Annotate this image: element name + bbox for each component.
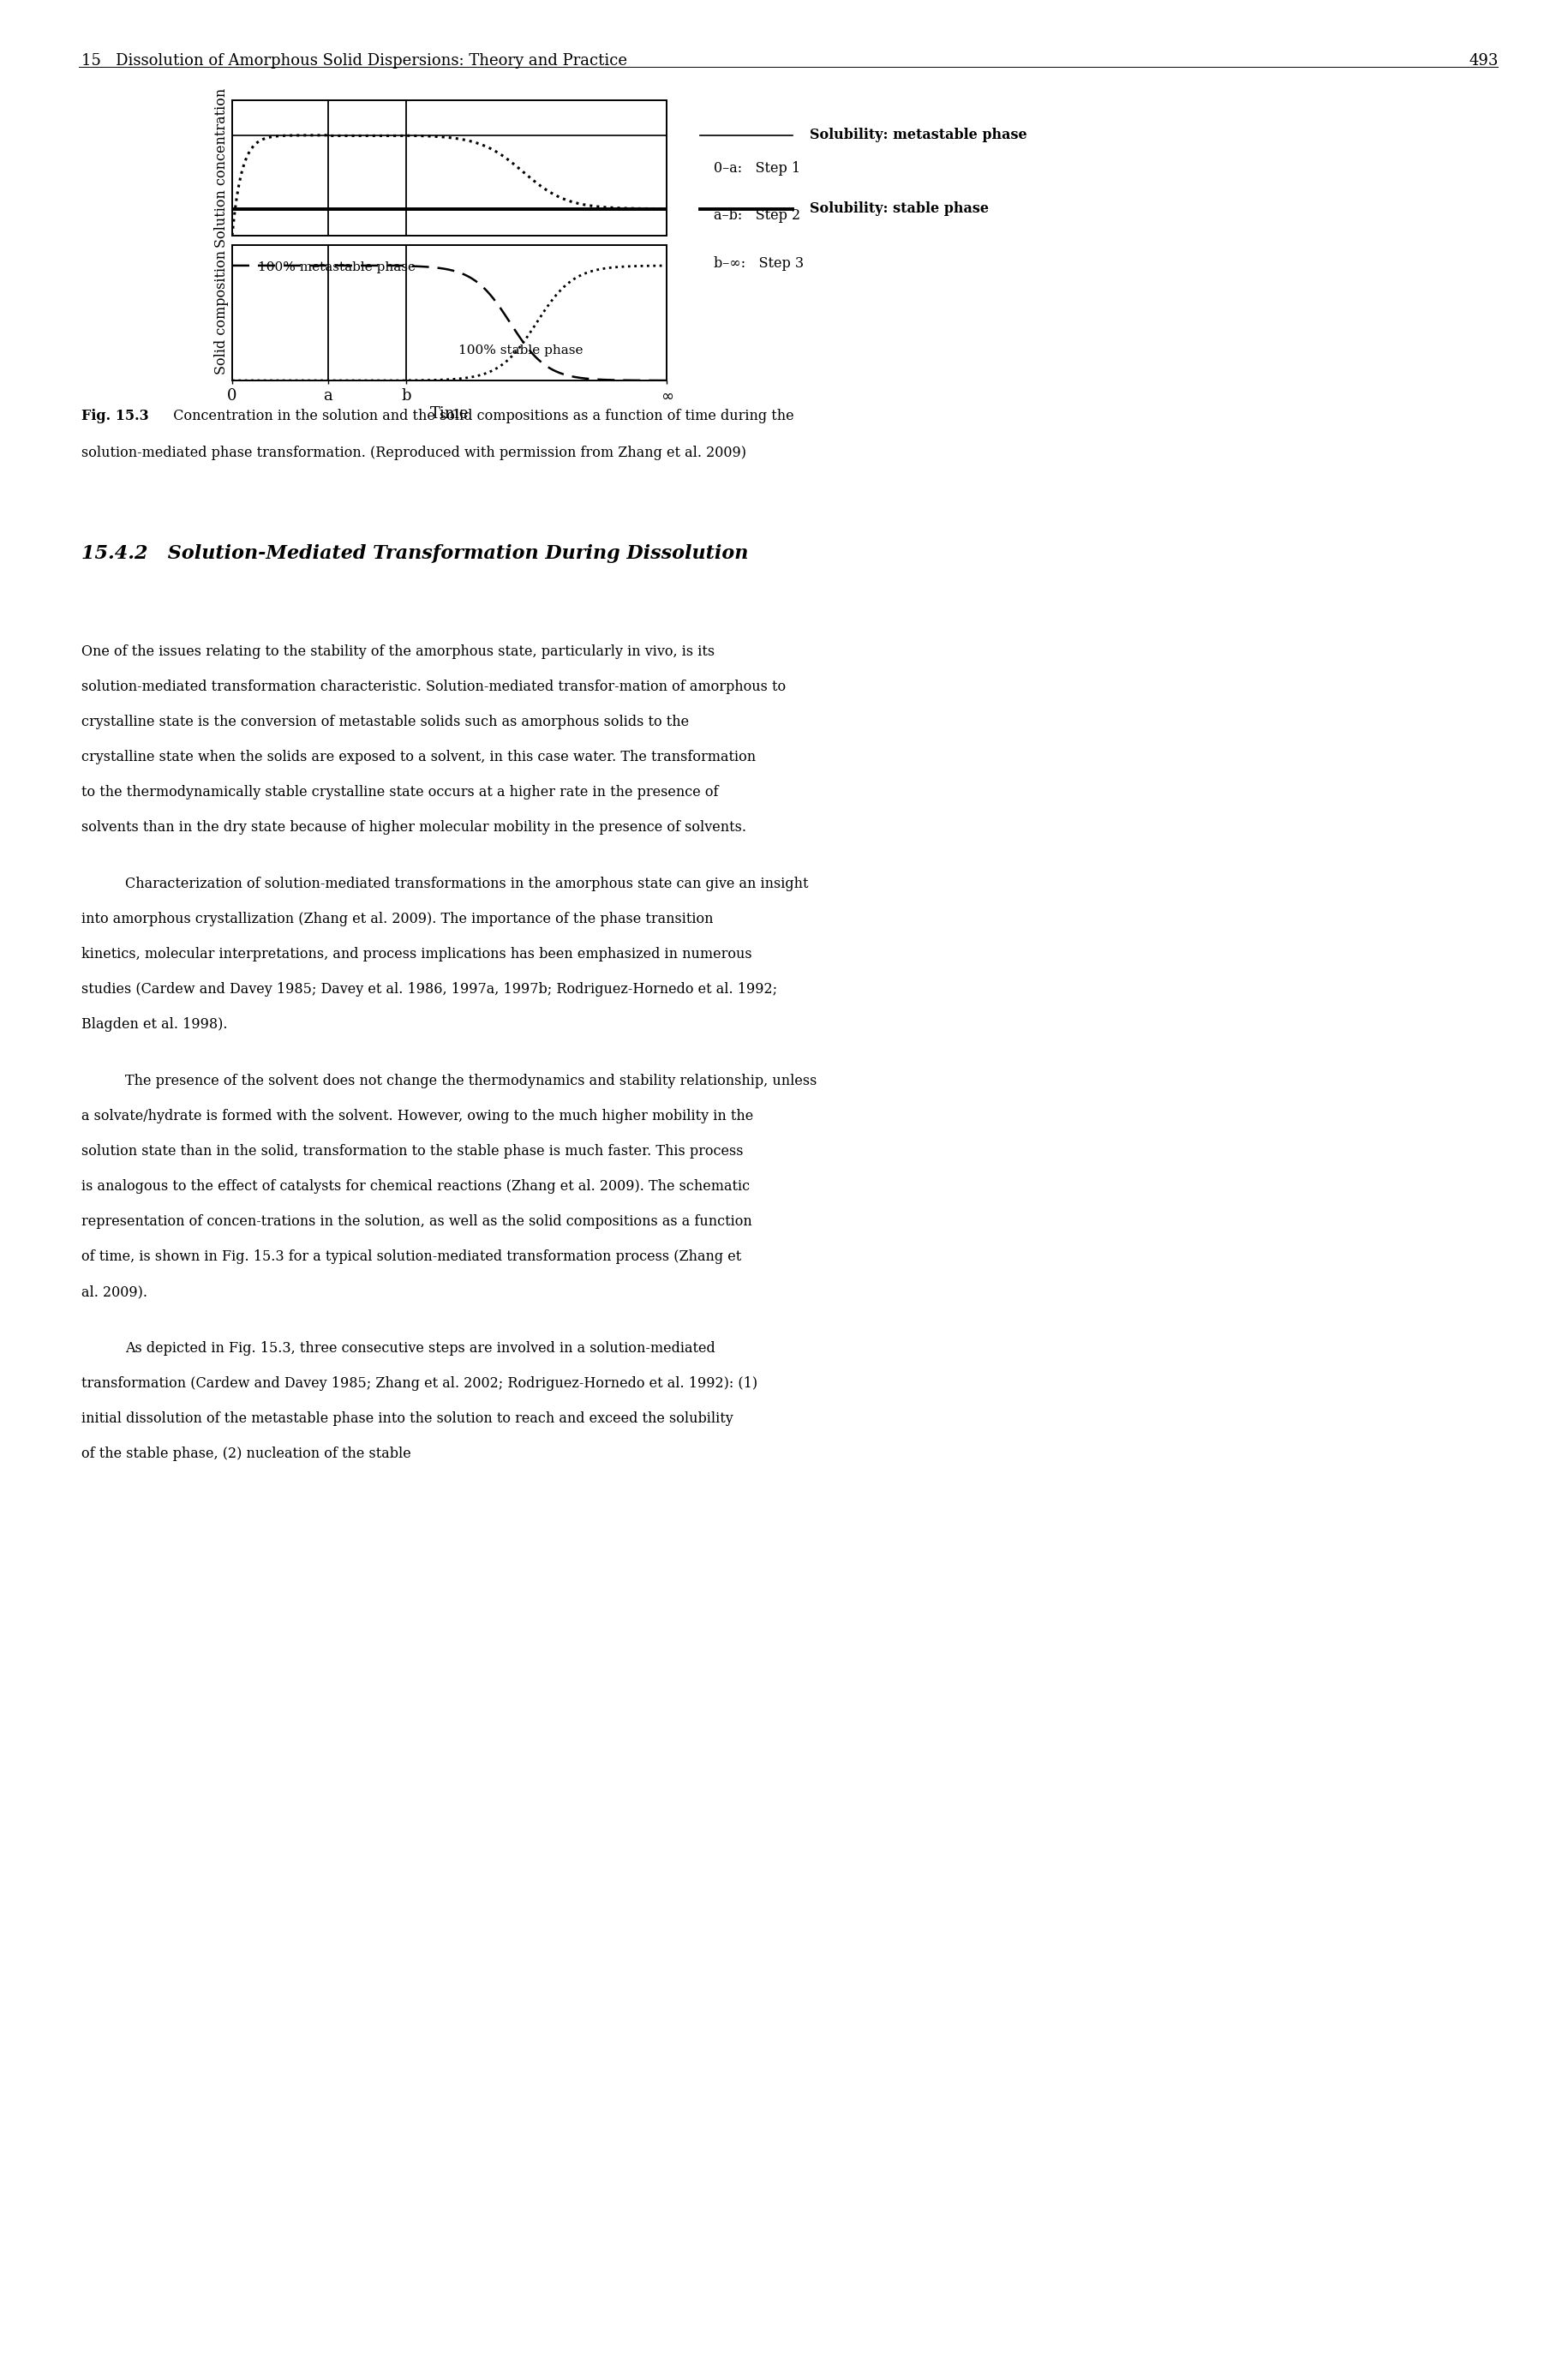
Text: 15   Dissolution of Amorphous Solid Dispersions: Theory and Practice: 15 Dissolution of Amorphous Solid Disper… bbox=[82, 52, 627, 69]
Y-axis label: Solid composition: Solid composition bbox=[213, 250, 229, 376]
Text: of time, is shown in Fig. 15.3 for a typical solution-mediated transformation pr: of time, is shown in Fig. 15.3 for a typ… bbox=[82, 1251, 742, 1265]
Text: al. 2009).: al. 2009). bbox=[82, 1284, 147, 1298]
Text: solvents than in the dry state because of higher molecular mobility in the prese: solvents than in the dry state because o… bbox=[82, 820, 746, 835]
Y-axis label: Solution concentration: Solution concentration bbox=[213, 88, 229, 247]
Text: into amorphous crystallization (Zhang et al. 2009). The importance of the phase : into amorphous crystallization (Zhang et… bbox=[82, 911, 713, 927]
Text: initial dissolution of the metastable phase into the solution to reach and excee: initial dissolution of the metastable ph… bbox=[82, 1413, 732, 1427]
Text: Blagden et al. 1998).: Blagden et al. 1998). bbox=[82, 1018, 227, 1032]
Text: Solubility: stable phase: Solubility: stable phase bbox=[809, 202, 988, 216]
Text: crystalline state is the conversion of metastable solids such as amorphous solid: crystalline state is the conversion of m… bbox=[82, 716, 688, 730]
Text: is analogous to the effect of catalysts for chemical reactions (Zhang et al. 200: is analogous to the effect of catalysts … bbox=[82, 1179, 750, 1194]
Text: kinetics, molecular interpretations, and process implications has been emphasize: kinetics, molecular interpretations, and… bbox=[82, 946, 751, 961]
Text: 493: 493 bbox=[1468, 52, 1497, 69]
Text: As depicted in Fig. 15.3, three consecutive steps are involved in a solution-med: As depicted in Fig. 15.3, three consecut… bbox=[125, 1341, 715, 1355]
Text: 0–a:   Step 1: 0–a: Step 1 bbox=[713, 162, 800, 176]
Text: One of the issues relating to the stability of the amorphous state, particularly: One of the issues relating to the stabil… bbox=[82, 644, 715, 659]
Text: The presence of the solvent does not change the thermodynamics and stability rel: The presence of the solvent does not cha… bbox=[125, 1075, 817, 1089]
Text: solution state than in the solid, transformation to the stable phase is much fas: solution state than in the solid, transf… bbox=[82, 1144, 743, 1158]
Text: transformation (Cardew and Davey 1985; Zhang et al. 2002; Rodriguez-Hornedo et a: transformation (Cardew and Davey 1985; Z… bbox=[82, 1377, 757, 1391]
Text: Concentration in the solution and the solid compositions as a function of time d: Concentration in the solution and the so… bbox=[165, 409, 793, 423]
Text: Fig. 15.3: Fig. 15.3 bbox=[82, 409, 149, 423]
Text: a–b:   Step 2: a–b: Step 2 bbox=[713, 209, 800, 224]
Text: of the stable phase, (2) nucleation of the stable: of the stable phase, (2) nucleation of t… bbox=[82, 1446, 411, 1462]
Text: 15.4.2   Solution-Mediated Transformation During Dissolution: 15.4.2 Solution-Mediated Transformation … bbox=[82, 545, 748, 564]
Text: representation of concen-trations in the solution, as well as the solid composit: representation of concen-trations in the… bbox=[82, 1215, 751, 1229]
Text: Characterization of solution-mediated transformations in the amorphous state can: Characterization of solution-mediated tr… bbox=[125, 877, 809, 892]
X-axis label: Time: Time bbox=[430, 407, 469, 421]
Text: to the thermodynamically stable crystalline state occurs at a higher rate in the: to the thermodynamically stable crystall… bbox=[82, 785, 718, 799]
Text: crystalline state when the solids are exposed to a solvent, in this case water. : crystalline state when the solids are ex… bbox=[82, 749, 756, 766]
Text: b–∞:   Step 3: b–∞: Step 3 bbox=[713, 257, 803, 271]
Text: solution-mediated phase transformation. (Reproduced with permission from Zhang e: solution-mediated phase transformation. … bbox=[82, 447, 746, 461]
Text: Solubility: metastable phase: Solubility: metastable phase bbox=[809, 128, 1027, 143]
Text: solution-mediated transformation characteristic. Solution-mediated transfor-mati: solution-mediated transformation charact… bbox=[82, 680, 786, 694]
Text: 100% metastable phase: 100% metastable phase bbox=[259, 262, 416, 273]
Text: studies (Cardew and Davey 1985; Davey et al. 1986, 1997a, 1997b; Rodriguez-Horne: studies (Cardew and Davey 1985; Davey et… bbox=[82, 982, 778, 996]
Text: 100% stable phase: 100% stable phase bbox=[458, 345, 583, 357]
Text: a solvate/hydrate is formed with the solvent. However, owing to the much higher : a solvate/hydrate is formed with the sol… bbox=[82, 1108, 753, 1122]
